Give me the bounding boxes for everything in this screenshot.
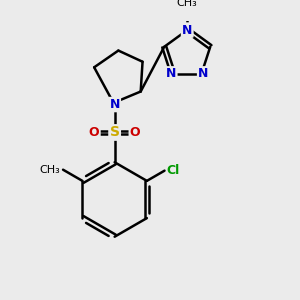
- Text: CH₃: CH₃: [40, 165, 60, 175]
- Text: N: N: [166, 68, 176, 80]
- Text: N: N: [198, 68, 208, 80]
- Text: N: N: [110, 98, 120, 111]
- Text: S: S: [110, 125, 120, 140]
- Text: CH₃: CH₃: [177, 0, 198, 8]
- Text: O: O: [130, 126, 140, 139]
- Text: Cl: Cl: [167, 164, 180, 177]
- Text: N: N: [182, 24, 192, 37]
- Text: O: O: [89, 126, 100, 139]
